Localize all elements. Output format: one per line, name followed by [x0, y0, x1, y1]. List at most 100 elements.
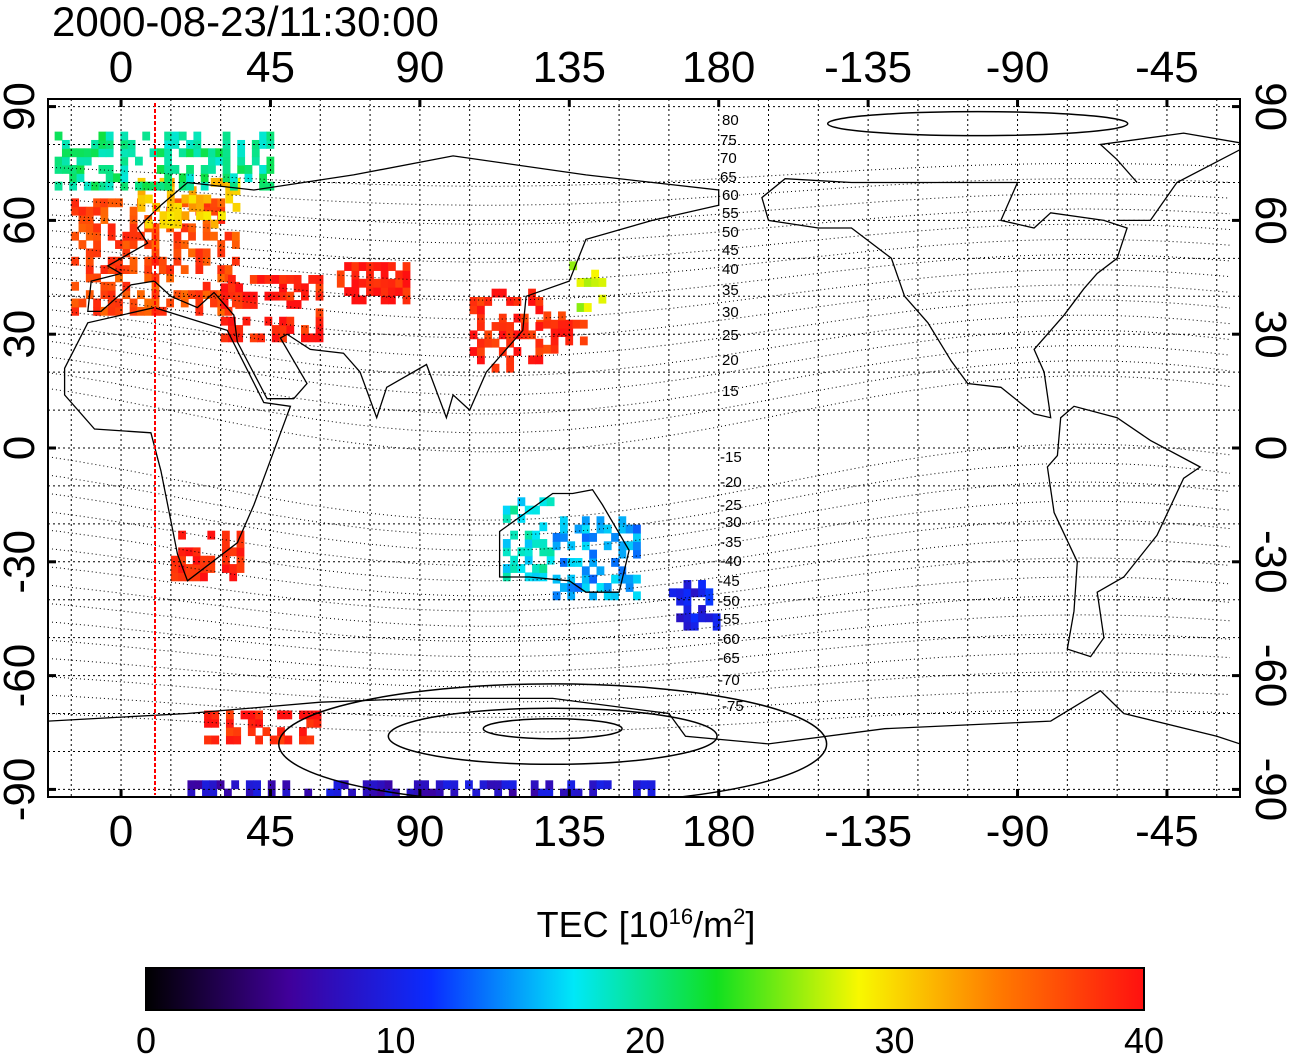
- tec-cell: [171, 165, 180, 174]
- tec-cell: [340, 780, 349, 790]
- tec-cell: [195, 298, 204, 308]
- tec-cell: [647, 788, 656, 797]
- tec-cell: [552, 591, 561, 601]
- coastline: [498, 488, 630, 593]
- contour-value-label: 75: [720, 132, 737, 149]
- contour-line: [48, 314, 1231, 377]
- tec-cell: [574, 524, 583, 534]
- tec-cell: [538, 788, 546, 797]
- tec-cell: [559, 516, 568, 526]
- tec-cell: [100, 215, 109, 224]
- tec-cell: [373, 278, 382, 288]
- tec-cell: [528, 330, 536, 340]
- tec-cell: [532, 530, 540, 540]
- tec-cell: [159, 211, 168, 221]
- tec-cell: [76, 173, 85, 183]
- tec-cell: [550, 319, 559, 329]
- tec-cell: [539, 497, 548, 507]
- tec-cell: [690, 621, 699, 631]
- tec-cell: [435, 788, 444, 797]
- tec-cell: [576, 303, 585, 312]
- tec-cell: [494, 788, 503, 797]
- tec-cell: [251, 156, 260, 166]
- tec-cell: [187, 788, 196, 797]
- tec-cell: [144, 219, 153, 229]
- tec-cell: [705, 596, 714, 606]
- tec-cell: [683, 588, 692, 598]
- tec-cell: [180, 223, 189, 233]
- tec-cell: [598, 294, 607, 304]
- bottom-lon-tick-label: 45: [246, 807, 295, 856]
- tec-cell: [589, 558, 598, 567]
- tec-cell: [581, 574, 590, 584]
- tec-cell: [469, 305, 478, 315]
- tec-cell: [115, 298, 123, 308]
- tec-cell: [202, 256, 211, 266]
- tec-cell: [498, 288, 507, 298]
- tec-cell: [567, 541, 576, 551]
- tec-cell: [242, 300, 251, 309]
- contour-value-label: 65: [720, 169, 737, 186]
- tec-cell: [210, 198, 218, 208]
- tec-cell: [185, 572, 194, 582]
- tec-cell: [236, 539, 245, 548]
- tec-cell: [174, 202, 182, 212]
- tec-cell: [583, 303, 592, 312]
- tec-cell: [567, 591, 576, 601]
- tec-cell: [217, 206, 226, 216]
- tec-cell: [186, 148, 194, 158]
- tec-cell: [178, 131, 187, 141]
- tec-cell: [232, 186, 241, 196]
- tec-cell: [306, 710, 315, 720]
- contour-value-label: -40: [720, 553, 742, 570]
- tec-cell: [286, 275, 295, 284]
- tec-cell: [567, 788, 576, 797]
- tec-cell: [647, 780, 656, 790]
- tec-cell: [142, 131, 151, 141]
- tec-cell: [225, 718, 234, 728]
- tec-cell: [0, 476, 7, 485]
- tec-cell: [173, 231, 182, 241]
- contour-line: [48, 208, 1231, 244]
- tec-cell: [188, 186, 197, 196]
- tec-cell: [204, 735, 212, 745]
- tec-cell: [508, 788, 517, 797]
- left-lat-tick-label: 0: [0, 436, 44, 460]
- pole-contour: [482, 717, 623, 740]
- tec-cell: [351, 287, 360, 297]
- contour-line: [48, 595, 1231, 643]
- colorbar-label: TEC [1016/m2]: [536, 904, 756, 945]
- contour-value-label: 30: [722, 304, 739, 321]
- tec-cell: [517, 564, 526, 573]
- tec-cell: [618, 566, 627, 576]
- tec-cell: [170, 555, 179, 565]
- tec-region: [170, 530, 245, 582]
- tec-cell: [315, 325, 324, 334]
- top-lon-tick-label: 180: [682, 43, 755, 92]
- colorbar-tick-label: 40: [1124, 1020, 1164, 1057]
- tec-cell: [513, 313, 522, 323]
- tec-cell: [591, 278, 600, 287]
- tec-cell: [282, 788, 291, 797]
- tec-cell: [233, 735, 242, 745]
- tec-cell: [98, 139, 107, 149]
- tec-cell: [676, 596, 685, 606]
- tec-cell: [603, 780, 612, 790]
- tec-cell: [435, 780, 444, 790]
- tec-cell: [129, 231, 138, 241]
- tec-cell: [100, 206, 109, 216]
- pole-contour: [826, 110, 1129, 137]
- tec-cell: [510, 564, 518, 573]
- tec-cell: [683, 580, 692, 589]
- tec-cell: [100, 290, 109, 300]
- tec-cell: [668, 588, 677, 598]
- tec-cell: [236, 564, 245, 573]
- tec-cell: [217, 265, 226, 274]
- tec-cell: [221, 530, 230, 540]
- tec-cell: [690, 588, 699, 598]
- tec-cell: [388, 278, 396, 288]
- left-lat-tick-label: 90: [0, 82, 44, 131]
- tec-cell: [596, 516, 605, 526]
- tec-cell: [413, 788, 422, 797]
- tec-cell: [178, 530, 186, 540]
